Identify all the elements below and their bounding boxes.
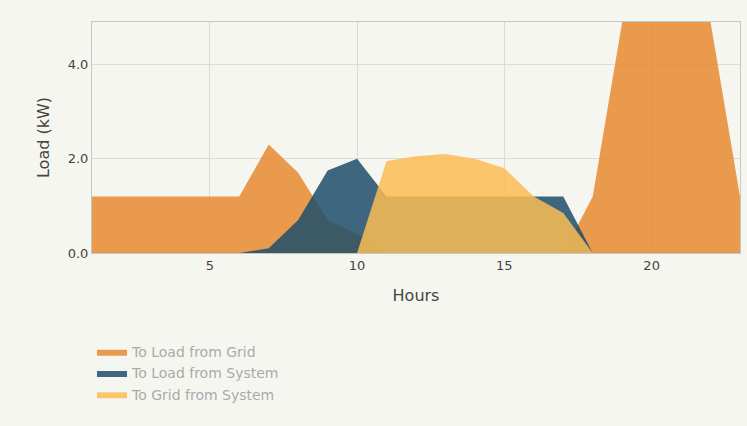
svg-text:0.0: 0.0 xyxy=(68,246,89,261)
svg-text:4.0: 4.0 xyxy=(68,57,89,72)
svg-text:10: 10 xyxy=(349,258,366,273)
svg-text:To Grid from System: To Grid from System xyxy=(131,387,274,403)
svg-text:To Load from System: To Load from System xyxy=(131,365,278,381)
svg-text:Hours: Hours xyxy=(393,286,440,305)
svg-text:To Load from Grid: To Load from Grid xyxy=(131,344,256,360)
svg-text:2.0: 2.0 xyxy=(68,151,89,166)
svg-text:15: 15 xyxy=(496,258,513,273)
svg-text:20: 20 xyxy=(643,258,660,273)
svg-text:Load (kW): Load (kW) xyxy=(34,97,53,178)
svg-text:5: 5 xyxy=(206,258,214,273)
